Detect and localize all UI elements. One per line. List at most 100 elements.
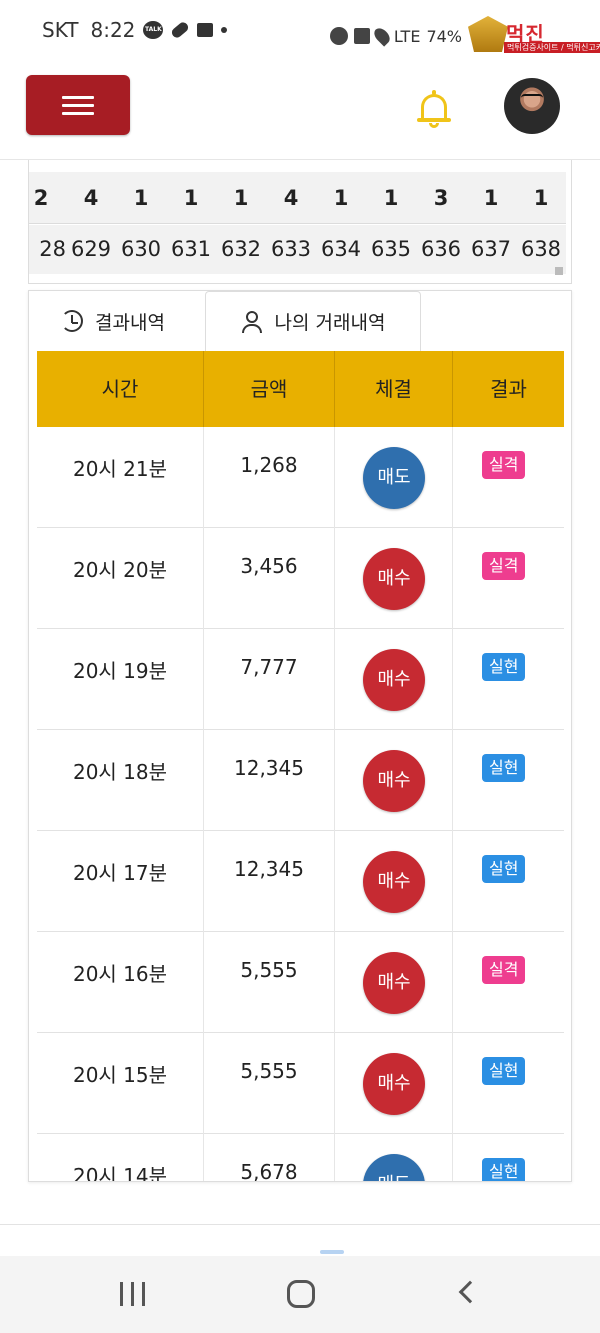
pill-icon	[170, 20, 191, 40]
table-row: 20시 21분 1,268 매도 실격	[37, 427, 564, 528]
cell-execution: 매수	[335, 932, 453, 1033]
table-row: 20시 16분 5,555 매수 실격	[37, 932, 564, 1033]
time-value: 20시 19분	[72, 659, 168, 683]
execution-badge: 매수	[363, 1053, 425, 1115]
kakaotalk-icon: TALK	[143, 21, 164, 39]
alarm-icon	[329, 27, 348, 45]
mute-icon	[353, 28, 370, 44]
round-column: 3 636	[416, 172, 466, 274]
round-count: 1	[316, 172, 366, 224]
time-value: 20시 17분	[72, 861, 168, 885]
amount-value: 5,555	[240, 958, 298, 982]
header-amount: 금액	[204, 351, 335, 427]
cell-time: 20시 19분	[37, 629, 204, 730]
round-column: 1 637	[466, 172, 516, 274]
scrollbar-handle[interactable]	[555, 267, 563, 275]
cell-result: 실격	[453, 528, 564, 629]
cell-result: 실현	[453, 1134, 564, 1181]
cell-execution: 매수	[335, 730, 453, 831]
tab-results[interactable]: 결과내역	[61, 291, 165, 351]
execution-badge: 매수	[363, 548, 425, 610]
cell-time: 20시 14분	[37, 1134, 204, 1182]
cell-execution: 매수	[335, 528, 453, 629]
execution-badge: 매수	[363, 952, 425, 1014]
round-column: 4 633	[266, 172, 316, 274]
cell-execution: 매수	[335, 629, 453, 730]
cell-amount: 5,555	[204, 932, 335, 1033]
table-row: 20시 17분 12,345 매수 실현	[37, 831, 564, 932]
execution-badge: 매도	[363, 447, 425, 509]
time-value: 20시 16분	[72, 962, 168, 986]
message-icon	[197, 23, 214, 37]
bell-body	[421, 94, 447, 120]
table-row: 20시 15분 5,555 매수 실현	[37, 1033, 564, 1134]
history-icon	[61, 310, 83, 332]
round-column: 1 634	[316, 172, 366, 274]
hamburger-icon-line	[62, 103, 94, 107]
status-right: LTE 74% 먹진 먹튀검증사이트 / 먹튀신고커뮤니티	[329, 16, 600, 56]
round-results-scroll[interactable]: 2 28 4 629 1 630 1 631 1 632 4 633 1 634 1 635 3 636 1 637 1…	[29, 172, 571, 274]
round-count: 1	[216, 172, 266, 224]
header-result: 결과	[490, 377, 527, 401]
cell-result: 실격	[453, 932, 564, 1033]
cell-result: 실현	[453, 730, 564, 831]
round-number: 629	[66, 225, 116, 274]
result-badge: 실현	[482, 855, 526, 883]
result-badge: 실격	[482, 552, 526, 580]
round-number: 634	[316, 225, 366, 274]
result-badge: 실격	[482, 451, 526, 479]
menu-button[interactable]	[26, 75, 130, 135]
round-count: 1	[366, 172, 416, 224]
time-value: 20시 20분	[72, 558, 168, 582]
watermark-sub: 먹튀검증사이트 / 먹튀신고커뮤니티	[504, 42, 600, 53]
more-notifications-dot-icon	[221, 27, 228, 33]
cell-result: 실현	[453, 831, 564, 932]
time-value: 20시 14분	[72, 1164, 168, 1182]
execution-badge: 매수	[363, 851, 425, 913]
cell-execution: 매도	[335, 1134, 453, 1181]
table-row: 20시 20분 3,456 매수 실격	[37, 528, 564, 629]
hamburger-icon-line	[62, 111, 94, 115]
cell-amount: 5,678	[204, 1134, 335, 1181]
round-count: 4	[66, 172, 116, 224]
cell-time: 20시 21분	[37, 427, 204, 528]
status-bar: SKT 8:22 TALK LTE 74% 먹진 먹튀검증사이트 / 먹튀신고커…	[0, 0, 600, 56]
round-count: 4	[266, 172, 316, 224]
round-number: 631	[166, 225, 216, 274]
cell-result: 실현	[453, 629, 564, 730]
round-number: 638	[516, 225, 566, 274]
cell-time: 20시 17분	[37, 831, 204, 932]
scroll-indicator	[320, 1250, 344, 1254]
amount-value: 3,456	[240, 554, 298, 578]
cell-execution: 매도	[335, 427, 453, 528]
divider	[0, 1224, 600, 1225]
bell-base	[417, 118, 451, 122]
cell-time: 20시 16분	[37, 932, 204, 1033]
back-icon[interactable]	[458, 1280, 482, 1304]
user-icon	[241, 310, 263, 333]
table-row: 20시 19분 7,777 매수 실현	[37, 629, 564, 730]
tab-my-trades[interactable]: 나의 거래내역	[205, 291, 421, 351]
round-number: 636	[416, 225, 466, 274]
amount-value: 7,777	[240, 655, 298, 679]
home-icon[interactable]	[287, 1280, 315, 1308]
round-column: 1 638	[516, 172, 566, 274]
cell-amount: 12,345	[204, 730, 335, 831]
result-badge: 실현	[482, 1057, 526, 1085]
amount-value: 12,345	[234, 857, 304, 881]
cell-amount: 3,456	[204, 528, 335, 629]
result-badge: 실현	[482, 754, 526, 782]
amount-value: 1,268	[240, 453, 298, 477]
header-execution: 체결	[335, 351, 453, 427]
recent-apps-icon[interactable]	[120, 1282, 148, 1306]
bell-clapper	[429, 123, 439, 128]
round-number: 633	[266, 225, 316, 274]
system-nav-bar	[0, 1256, 600, 1333]
bell-icon[interactable]	[416, 90, 452, 130]
round-count: 1	[466, 172, 516, 224]
avatar[interactable]	[504, 78, 560, 134]
round-column: 1 632	[216, 172, 266, 274]
round-number: 630	[116, 225, 166, 274]
hamburger-icon	[62, 95, 94, 99]
table-row: 20시 14분 5,678 매도 실현	[37, 1134, 564, 1182]
